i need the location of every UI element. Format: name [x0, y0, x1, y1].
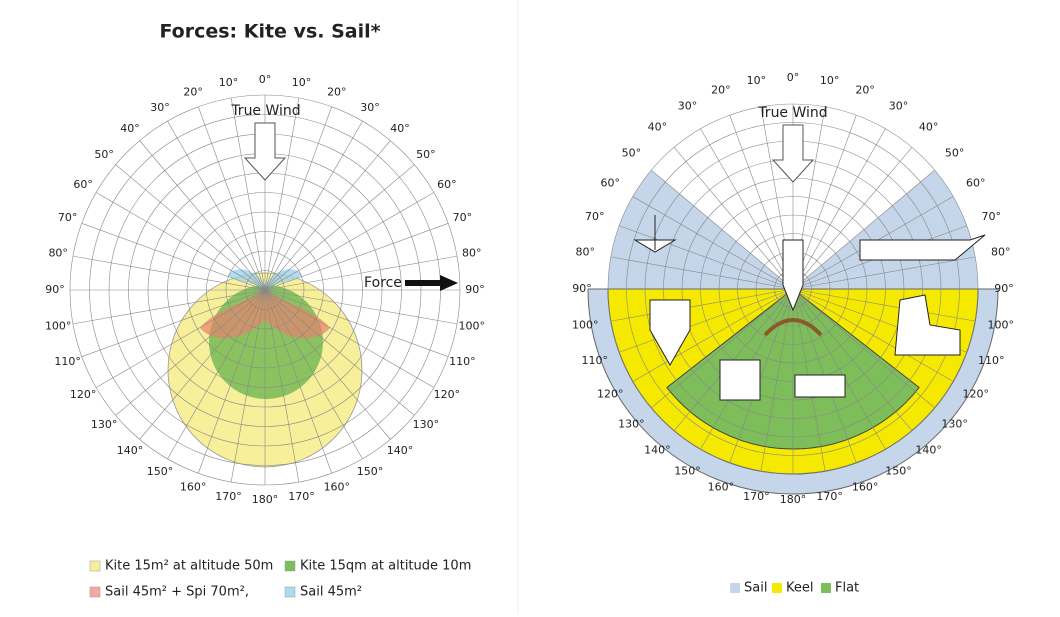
legend-label: Sail 45m²	[300, 585, 362, 600]
angle-label: 170°	[816, 490, 843, 503]
angle-label: 140°	[644, 444, 671, 457]
angle-label: 150°	[674, 465, 701, 478]
legend-label: Kite 15m² at altitude 50m	[105, 559, 273, 574]
angle-label: 110°	[54, 355, 81, 368]
angle-label: 100°	[572, 319, 599, 332]
angle-label: 60°	[73, 178, 93, 191]
angle-label: 70°	[58, 211, 78, 224]
legend-swatch	[285, 561, 295, 571]
angle-label: 10°	[219, 76, 239, 89]
angle-label: 20°	[855, 84, 875, 97]
page: Forces: Kite vs. Sail* True Wind Force T…	[0, 0, 1060, 613]
angle-label: 30°	[889, 99, 909, 112]
angle-label: 60°	[437, 178, 457, 191]
angle-label: 30°	[360, 101, 380, 114]
angle-label: 0°	[787, 71, 800, 84]
angle-label: 40°	[919, 120, 939, 133]
angle-label: 20°	[327, 86, 347, 99]
legend-label: Sail	[744, 581, 767, 596]
angle-label: 70°	[982, 210, 1002, 223]
angle-label: 170°	[743, 490, 770, 503]
angle-label: 40°	[648, 120, 668, 133]
legend-swatch	[285, 587, 295, 597]
angle-label: 70°	[585, 210, 605, 223]
angle-label: 180°	[252, 493, 279, 506]
legend-swatch	[730, 583, 740, 593]
angle-label: 40°	[390, 122, 410, 135]
angle-label: 90°	[572, 282, 592, 295]
angle-label: 40°	[120, 122, 140, 135]
angle-label: 140°	[915, 444, 942, 457]
angle-label: 120°	[434, 388, 461, 401]
angle-label: 180°	[780, 493, 807, 506]
angle-label: 80°	[575, 245, 595, 258]
angle-label: 10°	[747, 74, 767, 87]
angle-label: 130°	[618, 418, 645, 431]
legend-label: Flat	[835, 581, 859, 596]
angle-label: 150°	[147, 465, 174, 478]
angle-label: 10°	[292, 76, 312, 89]
angle-label: 110°	[581, 354, 608, 367]
legend-swatch	[90, 561, 100, 571]
angle-label: 20°	[711, 84, 731, 97]
boat-icon	[720, 360, 760, 400]
angle-label: 100°	[988, 319, 1015, 332]
angle-label: 80°	[462, 247, 482, 260]
angle-label: 140°	[117, 444, 144, 457]
boat-icon	[795, 375, 845, 397]
angle-label: 130°	[91, 418, 118, 431]
angle-label: 120°	[70, 388, 97, 401]
angle-label: 170°	[215, 490, 242, 503]
angle-label: 80°	[48, 247, 68, 260]
legend-label: Sail 45m² + Spi 70m²,	[105, 585, 249, 600]
force-label: Force	[364, 275, 402, 291]
angle-label: 50°	[945, 146, 965, 159]
angle-label: 90°	[45, 283, 65, 296]
angle-label: 90°	[994, 282, 1014, 295]
legend-label: Keel	[786, 581, 814, 596]
angle-label: 80°	[991, 245, 1011, 258]
angle-label: 160°	[852, 480, 879, 493]
angle-label: 50°	[416, 148, 436, 161]
legend-swatch	[90, 587, 100, 597]
angle-label: 100°	[45, 319, 72, 332]
angle-label: 130°	[941, 418, 968, 431]
angle-label: 110°	[449, 355, 476, 368]
title: Forces: Kite vs. Sail*	[159, 21, 380, 43]
angle-label: 50°	[622, 146, 642, 159]
angle-label: 120°	[597, 388, 624, 401]
angle-label: 160°	[180, 480, 207, 493]
angle-label: 150°	[885, 465, 912, 478]
angle-label: 110°	[978, 354, 1005, 367]
angle-label: 30°	[678, 99, 698, 112]
angle-label: 120°	[962, 388, 989, 401]
angle-label: 150°	[357, 465, 384, 478]
wind-label: True Wind	[757, 105, 827, 121]
angle-label: 0°	[259, 73, 272, 86]
angle-label: 50°	[94, 148, 114, 161]
angle-label: 70°	[453, 211, 473, 224]
wind-label: True Wind	[230, 103, 300, 119]
angle-label: 60°	[966, 177, 986, 190]
legend-swatch	[772, 583, 782, 593]
angle-label: 30°	[150, 101, 170, 114]
angle-label: 60°	[601, 177, 621, 190]
angle-label: 130°	[413, 418, 440, 431]
legend-swatch	[821, 583, 831, 593]
angle-label: 90°	[465, 283, 485, 296]
angle-label: 140°	[387, 444, 414, 457]
angle-label: 20°	[183, 86, 203, 99]
angle-label: 100°	[459, 319, 486, 332]
angle-label: 170°	[288, 490, 315, 503]
angle-label: 10°	[820, 74, 840, 87]
angle-label: 160°	[708, 480, 735, 493]
angle-label: 160°	[324, 480, 351, 493]
legend-label: Kite 15qm at altitude 10m	[300, 559, 471, 574]
